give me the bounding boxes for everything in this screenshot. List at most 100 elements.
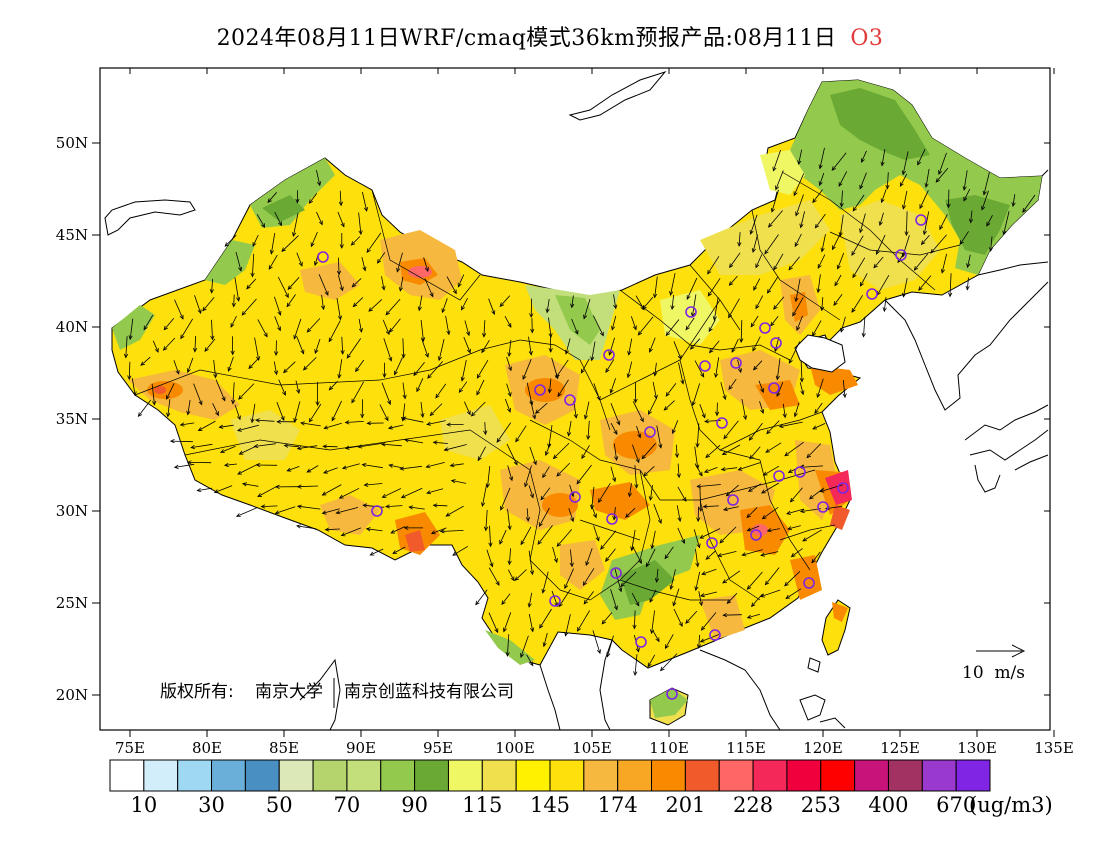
wind-arrow-head: [785, 594, 791, 600]
wind-arrow-head: [648, 496, 653, 501]
wind-arrow-head: [276, 419, 281, 424]
wind-arrow-shaft: [310, 231, 318, 247]
wind-arrow-head: [963, 196, 968, 202]
wind-arrow-head: [722, 395, 727, 401]
wind-arrow-shaft: [620, 571, 637, 587]
wind-arrow-shaft: [381, 276, 385, 290]
wind-arrow-head: [799, 509, 805, 514]
wind-arrow-shaft: [664, 546, 674, 559]
station-marker: [635, 636, 647, 648]
wind-arrow-shaft: [611, 315, 617, 330]
wind-arrow-head: [300, 421, 305, 426]
wind-arrow-head: [677, 517, 682, 523]
wind-scale-arrowhead: [1011, 644, 1026, 658]
wind-arrow-head: [545, 308, 550, 314]
wind-arrow-shaft: [125, 336, 128, 358]
wind-arrow-shaft: [983, 172, 990, 195]
station-marker: [564, 394, 576, 406]
wind-arrow-shaft: [316, 170, 321, 186]
wind-arrow-shaft: [773, 149, 781, 171]
wind-arrow-head: [698, 471, 703, 477]
wind-arrow-shaft: [261, 505, 278, 507]
wind-arrow-head: [746, 513, 751, 519]
wind-arrow-shaft: [677, 463, 680, 478]
wind-arrow-head: [324, 290, 329, 296]
wind-arrow-shaft: [749, 422, 763, 441]
wind-arrow-shaft: [267, 192, 278, 203]
wind-arrow-shaft: [446, 505, 464, 517]
wind-arrow-head: [614, 456, 619, 462]
wind-arrow-head: [267, 198, 272, 204]
wind-arrow-shaft: [276, 402, 285, 421]
wind-arrow-shaft: [1003, 211, 1010, 235]
wind-arrow-head: [722, 507, 728, 512]
wind-arrow-head: [818, 164, 823, 170]
station-marker: [606, 513, 618, 525]
wind-arrow-head: [696, 517, 701, 523]
wind-arrow-head: [335, 510, 341, 515]
wind-arrow-head: [831, 166, 836, 171]
wind-arrow-head: [640, 305, 645, 311]
wind-arrow-head: [173, 464, 179, 469]
wind-arrow-head: [982, 190, 987, 196]
wind-arrow-head: [213, 373, 218, 379]
wind-arrow-shaft: [747, 613, 761, 619]
wind-arrow-head: [741, 552, 747, 557]
wind-arrow-head: [775, 375, 780, 381]
wind-arrow-shaft: [970, 210, 973, 223]
wind-arrow-shaft: [477, 446, 486, 461]
wind-arrow-shaft: [812, 189, 823, 203]
wind-arrow-head: [1022, 208, 1027, 213]
wind-arrow-shaft: [646, 548, 656, 567]
wind-arrow-shaft: [1012, 194, 1016, 207]
wind-arrow-shaft: [426, 462, 445, 468]
wind-arrow-head: [250, 272, 255, 278]
wind-arrow-head: [722, 579, 727, 584]
wind-arrow-shaft: [782, 403, 786, 418]
wind-arrow-head: [596, 395, 601, 401]
wind-arrow-shaft: [923, 211, 930, 235]
wind-arrow-head: [296, 446, 302, 451]
wind-arrow-head: [318, 220, 323, 226]
wind-arrow-shaft: [520, 526, 532, 545]
wind-arrow-head: [501, 600, 506, 606]
wind-arrow-head: [731, 348, 736, 353]
wind-arrow-shaft: [404, 439, 424, 444]
wind-arrow-head: [920, 240, 926, 246]
wind-arrow-head: [786, 510, 791, 515]
wind-arrow-head: [387, 400, 391, 406]
wind-arrow-head: [605, 557, 610, 562]
wind-arrow-head: [481, 502, 486, 508]
wind-arrow-shaft: [628, 338, 633, 355]
wind-arrow-head: [700, 626, 706, 631]
pollutant-code: O3: [850, 26, 884, 51]
wind-arrow-shaft: [487, 465, 491, 488]
wind-arrow-head: [574, 329, 579, 335]
wind-arrow-shaft: [546, 298, 550, 313]
wind-arrow-head: [143, 325, 148, 331]
colorbar-tick-label: 253: [801, 793, 841, 817]
wind-arrow-head: [586, 435, 591, 441]
wind-arrow-shaft: [232, 382, 235, 404]
wind-arrow-shaft: [530, 399, 536, 419]
wind-arrow-head: [770, 321, 775, 327]
wind-arrow-head: [669, 585, 674, 590]
wind-arrow-head: [394, 370, 398, 376]
wind-arrow-head: [582, 581, 587, 586]
wind-arrow-head: [475, 600, 480, 606]
wind-arrow-head: [489, 562, 494, 568]
wind-arrow-shaft: [748, 483, 762, 492]
wind-arrow-shaft: [377, 252, 386, 264]
wind-arrow-shaft: [287, 466, 300, 472]
station-marker: [371, 505, 383, 517]
wind-arrow-shaft: [500, 487, 511, 511]
wind-arrow-head: [708, 327, 713, 333]
wind-arrow-shaft: [650, 485, 653, 501]
wind-arrow-shaft: [741, 399, 747, 420]
wind-arrow-shaft: [819, 172, 825, 186]
wind-arrow-head: [590, 504, 595, 510]
wind-arrow-shaft: [752, 336, 761, 351]
wind-arrow-shaft: [764, 234, 779, 255]
wind-arrow-shaft: [275, 506, 296, 514]
lon-label: 135E: [1034, 739, 1074, 757]
